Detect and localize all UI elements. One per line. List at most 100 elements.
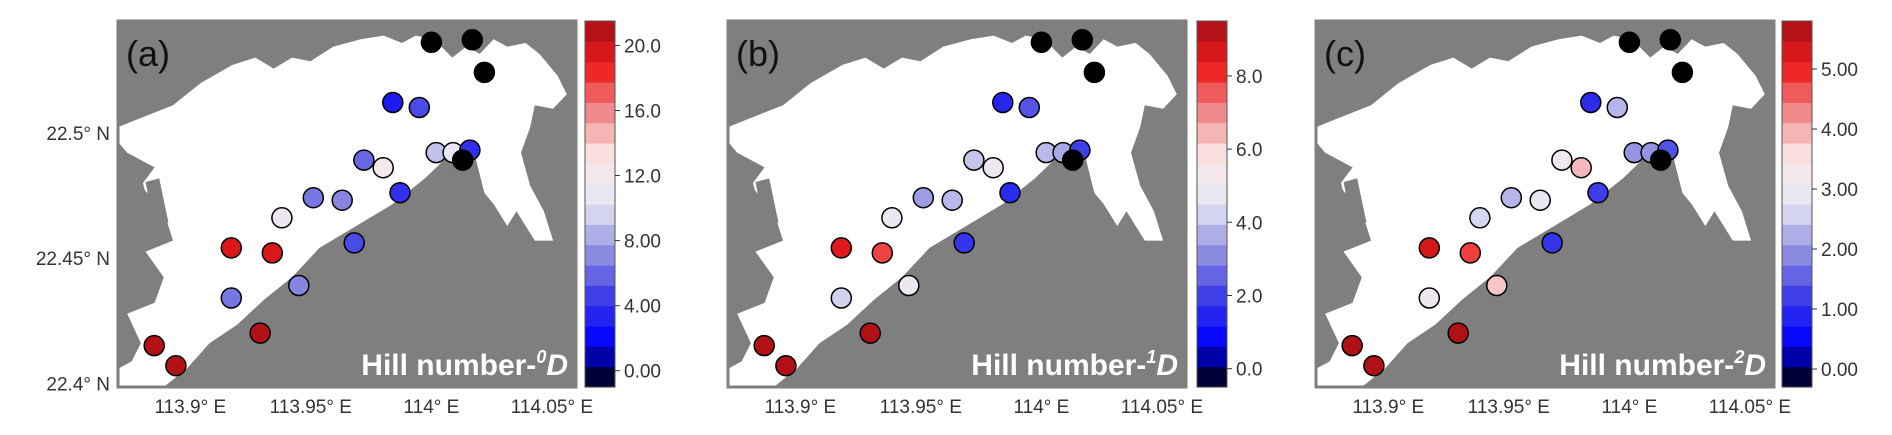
sample-point: [1659, 29, 1682, 51]
map-frame: [116, 19, 578, 389]
colorbar-tick-label: 0.0: [1236, 360, 1262, 381]
colorbar-segment: [1197, 122, 1227, 144]
sample-point: [1649, 149, 1672, 171]
sample-point: [963, 149, 985, 171]
sample-point: [461, 29, 484, 51]
sample-point: [372, 156, 394, 179]
sample-point: [473, 61, 496, 84]
colorbar-segment: [1782, 346, 1812, 368]
colorbar-tick-label: 8.0: [1236, 67, 1262, 88]
panel-label: (a): [126, 33, 170, 74]
sample-point: [953, 232, 975, 254]
colorbar-segment: [1197, 366, 1227, 388]
sample-point: [343, 232, 365, 254]
sample-point: [941, 189, 963, 211]
colorbar-segment: [1197, 305, 1227, 327]
x-tick-label: 113.9° E: [1352, 397, 1424, 418]
sample-point: [859, 322, 881, 344]
colorbar-segment: [1197, 326, 1227, 347]
sample-point: [1618, 31, 1641, 54]
sample-point: [982, 156, 1004, 179]
sample-point: [775, 354, 797, 377]
sample-point: [1459, 242, 1482, 264]
x-tick-label: 113.95° E: [880, 397, 962, 418]
colorbar-tick-label: 0.00: [624, 362, 661, 383]
colorbar-segment: [1782, 265, 1812, 286]
colorbar-tick-label: 4.0: [1236, 213, 1262, 234]
colorbar-segment: [1782, 244, 1812, 266]
colorbar-frame: [1781, 20, 1813, 388]
sample-point: [143, 334, 165, 357]
colorbar-segment: [1782, 285, 1812, 307]
colorbar-tick-label: 2.00: [1821, 240, 1858, 261]
sample-point: [451, 149, 474, 171]
sample-point: [1030, 31, 1053, 54]
colorbar-segment: [1197, 285, 1227, 307]
sample-point: [165, 354, 187, 377]
sample-point: [288, 274, 310, 297]
colorbar-segment: [1197, 346, 1227, 368]
colorbar-segment: [1782, 163, 1812, 185]
map-title: Hill number-2D: [1559, 347, 1766, 382]
colorbar-segment: [1782, 21, 1812, 42]
sample-point: [830, 287, 853, 309]
colorbar-segment: [1197, 21, 1227, 42]
x-tick-label: 114° E: [1013, 397, 1069, 418]
sample-point: [1418, 237, 1441, 259]
colorbar-segment: [585, 244, 615, 266]
land-strip: [755, 178, 779, 226]
colorbar-segment: [1782, 102, 1812, 124]
sample-point: [1018, 96, 1041, 119]
map-panel-3: (c) Hill number-2D 113.9° E 113.95° E 114° E…: [1314, 19, 1791, 418]
colorbar-segment: [585, 326, 615, 347]
x-tick-label: 113.9° E: [764, 397, 836, 418]
panel-label: (c): [1324, 33, 1366, 74]
colorbar-segment: [585, 346, 615, 368]
sample-point: [1529, 189, 1551, 211]
colorbar-2: 0.0 2.0 4.0 6.0 8.0: [1196, 20, 1262, 388]
colorbar-segment: [1197, 82, 1227, 103]
colorbar-segment: [585, 163, 615, 185]
panel-label: (b): [736, 33, 780, 74]
sample-point: [1551, 149, 1573, 171]
colorbar-frame: [1196, 20, 1228, 388]
colorbar-tick-label: 16.0: [624, 102, 661, 123]
sample-point: [871, 242, 894, 264]
y-tick-label: 22.4° N: [46, 375, 110, 396]
colorbar-segment: [585, 61, 615, 83]
sample-point: [353, 149, 375, 171]
x-tick-label: 114.05° E: [1709, 397, 1791, 418]
colorbar-segment: [1782, 122, 1812, 144]
colorbar-segment: [1782, 183, 1812, 205]
colorbar-segment: [585, 82, 615, 103]
sample-point: [261, 242, 284, 264]
map-frame: [726, 19, 1188, 389]
colorbar-segment: [1782, 305, 1812, 327]
colorbar-segment: [1782, 41, 1812, 63]
sample-point: [1447, 322, 1469, 344]
colorbar-segment: [585, 21, 615, 42]
colorbar-segment: [585, 366, 615, 388]
colorbar-segment: [1197, 204, 1227, 225]
sample-point: [249, 322, 271, 344]
colorbar-segment: [585, 224, 615, 246]
colorbar-tick-label: 4.00: [1821, 120, 1858, 141]
colorbar-segment: [1197, 61, 1227, 83]
colorbar-segment: [1197, 102, 1227, 124]
sample-point: [1587, 181, 1609, 204]
colorbar-frame: [584, 20, 616, 388]
land-strip: [1343, 178, 1367, 226]
sample-point: [1469, 207, 1491, 229]
colorbar-segment: [585, 102, 615, 124]
colorbar-segment: [1197, 183, 1227, 205]
colorbar-segment: [585, 183, 615, 205]
sample-point: [1083, 61, 1106, 84]
colorbar-segment: [585, 265, 615, 286]
sample-point: [1671, 61, 1694, 84]
sample-point: [1541, 232, 1563, 254]
colorbar-segment: [1782, 143, 1812, 164]
colorbar-tick-label: 6.0: [1236, 140, 1262, 161]
sample-point: [382, 91, 404, 114]
colorbar-1: 0.00 4.00 8.00 12.0 16.0 20.0: [584, 20, 661, 388]
